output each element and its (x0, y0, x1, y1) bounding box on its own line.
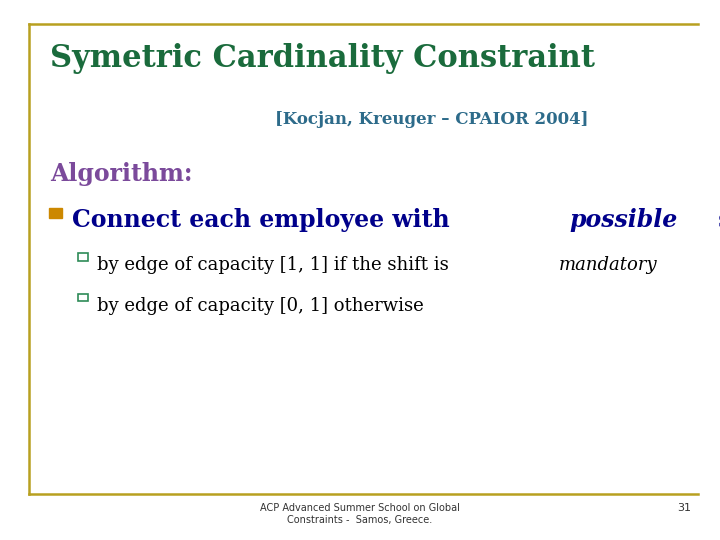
Bar (49, 208, 62, 218)
Text: by edge of capacity [0, 1] otherwise: by edge of capacity [0, 1] otherwise (97, 297, 424, 315)
Text: ACP Advanced Summer School on Global
Constraints -  Samos, Greece.: ACP Advanced Summer School on Global Con… (260, 503, 460, 525)
Text: Connect each employee with: Connect each employee with (72, 208, 458, 232)
Text: 31: 31 (678, 503, 691, 514)
Text: [Kocjan, Kreuger – CPAIOR 2004]: [Kocjan, Kreuger – CPAIOR 2004] (275, 111, 589, 127)
Text: Symetric Cardinality Constraint: Symetric Cardinality Constraint (50, 43, 595, 74)
Bar (78, 253, 88, 261)
Bar (78, 294, 88, 301)
Text: mandatory: mandatory (559, 256, 657, 274)
Text: shifts: shifts (710, 208, 720, 232)
Text: possible: possible (570, 208, 678, 232)
Text: by edge of capacity [1, 1] if the shift is: by edge of capacity [1, 1] if the shift … (97, 256, 455, 274)
Text: Algorithm:: Algorithm: (50, 162, 193, 186)
